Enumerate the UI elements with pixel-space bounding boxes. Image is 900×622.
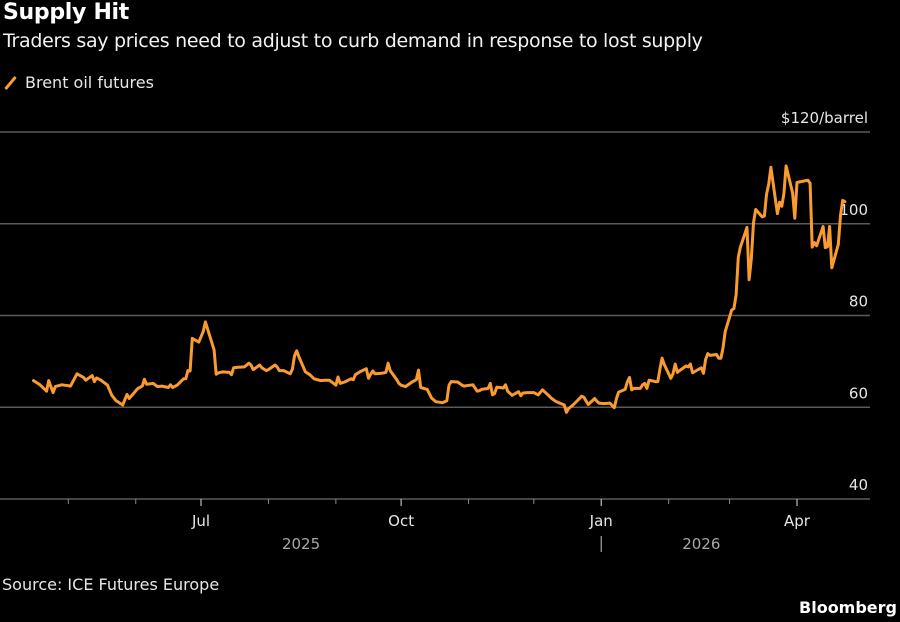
- x-tick-label: Apr: [784, 512, 811, 530]
- x-year-label: 2025: [282, 535, 320, 553]
- x-tick-label: Oct: [388, 512, 414, 530]
- source-note: Source: ICE Futures Europe: [2, 575, 220, 594]
- y-tick-label: 80: [849, 293, 868, 311]
- y-tick-label: 40: [849, 476, 868, 494]
- x-tick-label: Jul: [191, 512, 210, 530]
- x-tick-label: Jan: [589, 512, 613, 530]
- chart-subtitle: Traders say prices need to adjust to cur…: [3, 30, 703, 52]
- series-line-brent: [32, 164, 847, 414]
- legend-label: Brent oil futures: [25, 73, 154, 92]
- y-tick-label: 60: [849, 384, 868, 402]
- chart-title: Supply Hit: [3, 0, 130, 25]
- y-tick-label: $120/barrel: [781, 109, 868, 127]
- legend: Brent oil futures: [3, 73, 154, 92]
- x-year-label: 2026: [682, 535, 720, 553]
- y-tick-label: 100: [839, 201, 868, 219]
- brand-logo: Bloomberg: [799, 598, 897, 617]
